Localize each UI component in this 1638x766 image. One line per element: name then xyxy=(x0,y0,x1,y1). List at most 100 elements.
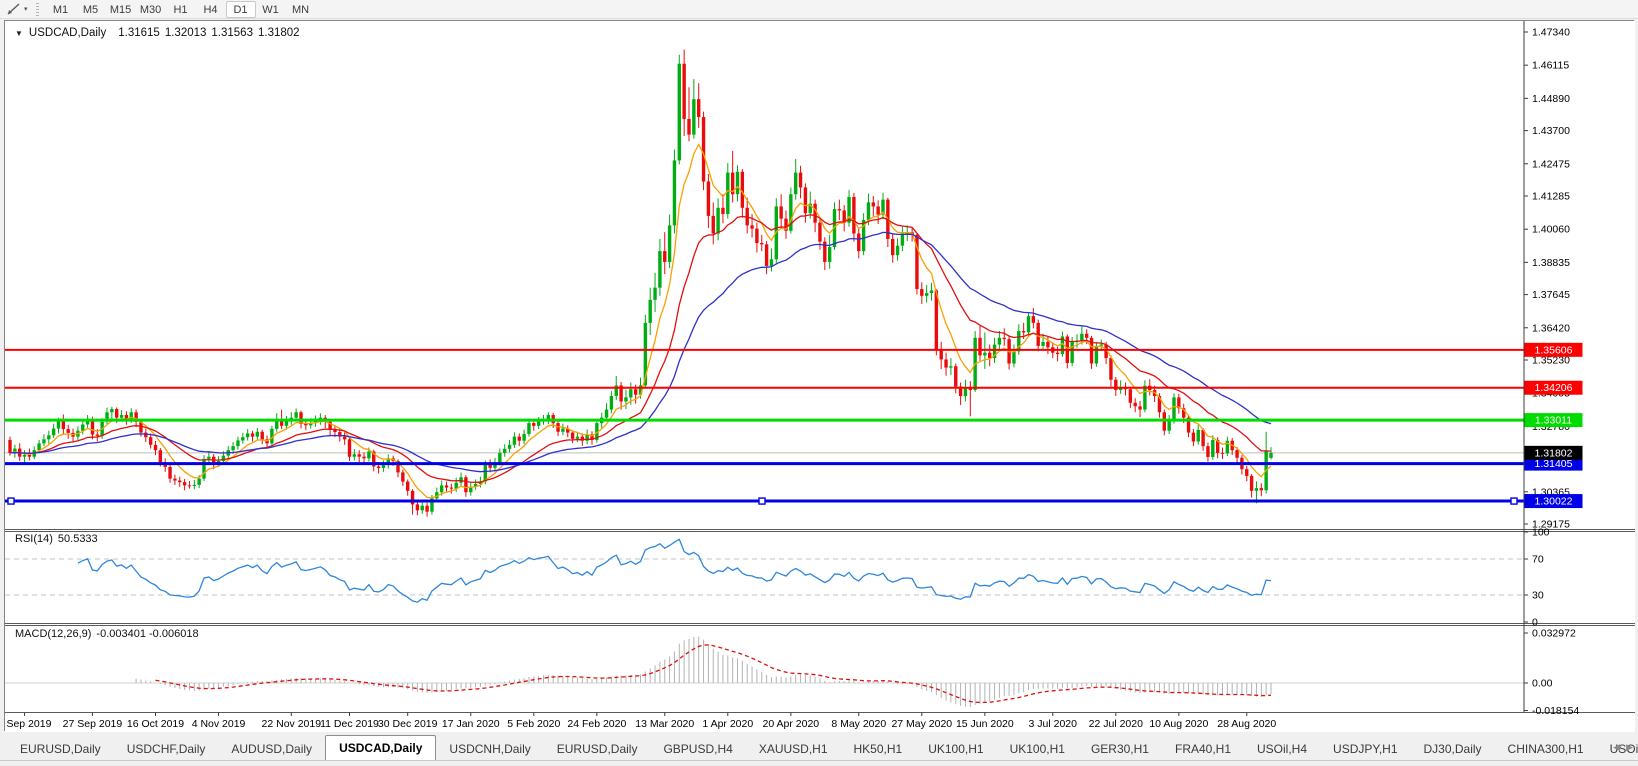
timeframe-button-H1[interactable]: H1 xyxy=(173,3,188,16)
chart-tab-EURUSD-Daily[interactable]: EURUSD,Daily xyxy=(20,742,101,756)
cursor-tool-button[interactable]: ▾ xyxy=(3,1,31,18)
chart-tab-GBPUSD-H4[interactable]: GBPUSD,H4 xyxy=(663,742,733,756)
chart-tab-CHINA300-H1[interactable]: CHINA300,H1 xyxy=(1507,742,1584,756)
svg-text:70: 70 xyxy=(1532,554,1544,566)
timeframe-button-M5[interactable]: M5 xyxy=(82,3,99,16)
svg-text:24 Feb 2020: 24 Feb 2020 xyxy=(567,718,626,730)
svg-text:100: 100 xyxy=(1532,527,1550,539)
rsi-value: 50.5333 xyxy=(57,533,98,545)
chart-tab-UK100-H1[interactable]: UK100,H1 xyxy=(928,742,984,756)
chart-tab-USOil-H1[interactable]: USOil,H1 xyxy=(1609,742,1638,756)
timeframe-buttons: M1 M5 M15 M30 H1 H4 D1 W1 MN xyxy=(46,0,316,18)
quote-close: 1.31802 xyxy=(257,27,300,39)
tabs-scroll-right-button[interactable]: ▶ xyxy=(1626,742,1633,752)
svg-text:22 Jul 2020: 22 Jul 2020 xyxy=(1089,718,1143,730)
timeframe-button-W1[interactable]: W1 xyxy=(262,3,279,16)
svg-text:1.38835: 1.38835 xyxy=(1532,257,1570,269)
svg-text:-0.018154: -0.018154 xyxy=(1532,705,1579,717)
chart-tab-USDCHF-Daily[interactable]: USDCHF,Daily xyxy=(126,742,206,756)
chart-title: ▼ USDCAD,Daily 1.31615 1.32013 1.31563 1.3180… xyxy=(15,27,305,39)
line-handle xyxy=(758,497,766,505)
timeframe-button-M15[interactable]: M15 xyxy=(109,3,132,16)
moving-averages xyxy=(9,143,1272,499)
chart-tab-HK50-H1[interactable]: HK50,H1 xyxy=(853,742,903,756)
svg-text:1.34206: 1.34206 xyxy=(1535,382,1573,394)
svg-text:1.31405: 1.31405 xyxy=(1535,458,1573,470)
quote-open: 1.31615 xyxy=(118,27,160,39)
chart-tab-DJ30-Daily[interactable]: DJ30,Daily xyxy=(1423,742,1482,756)
chart-tab-XAUUSD-H1[interactable]: XAUUSD,H1 xyxy=(758,742,828,756)
chart-tab-USOil-H4[interactable]: USOil,H4 xyxy=(1257,742,1308,756)
svg-text:27 Sep 2019: 27 Sep 2019 xyxy=(63,718,123,730)
date-axis: 9 Sep 2019 27 Sep 2019 16 Oct 2019 4 Nov 20… xyxy=(5,712,1276,730)
svg-text:4 Nov 2019: 4 Nov 2019 xyxy=(192,718,246,730)
chart-tab-USDJPY-H1[interactable]: USDJPY,H1 xyxy=(1333,742,1398,756)
rsi-axis: 100 70 30 0 xyxy=(1524,527,1550,629)
svg-text:20 Apr 2020: 20 Apr 2020 xyxy=(763,718,820,730)
chart-tab-UK100-H1[interactable]: UK100,H1 xyxy=(1009,742,1065,756)
svg-text:0: 0 xyxy=(1532,617,1538,629)
svg-text:1.29175: 1.29175 xyxy=(1532,518,1570,530)
svg-text:0.00: 0.00 xyxy=(1532,678,1553,690)
cursor-tool-icon xyxy=(7,3,20,15)
chart-tabs: EURUSD,Daily USDCHF,Daily AUDUSD,Daily USDC… xyxy=(0,733,1638,760)
timeframe-button-H4[interactable]: H4 xyxy=(203,3,218,16)
macd-pane xyxy=(5,636,1524,708)
svg-text:17 Jan 2020: 17 Jan 2020 xyxy=(442,718,500,730)
chart-tab-AUDUSD-Daily[interactable]: AUDUSD,Daily xyxy=(231,742,313,756)
svg-text:3 Jul 2020: 3 Jul 2020 xyxy=(1029,718,1078,730)
svg-text:22 Nov 2019: 22 Nov 2019 xyxy=(262,718,322,730)
svg-text:1.43700: 1.43700 xyxy=(1532,125,1570,137)
tabs-scroll-left-button[interactable]: ◀ xyxy=(1613,742,1621,752)
macd-axis: 0.032972 0.00 -0.018154 xyxy=(1524,628,1579,717)
svg-text:1.30022: 1.30022 xyxy=(1535,496,1573,508)
svg-text:15 Jun 2020: 15 Jun 2020 xyxy=(956,718,1014,730)
svg-text:10 Aug 2020: 10 Aug 2020 xyxy=(1149,718,1208,730)
chart-tab-USDCAD-Daily[interactable]: USDCAD,Daily xyxy=(325,735,437,760)
svg-text:28 Aug 2020: 28 Aug 2020 xyxy=(1217,718,1276,730)
svg-text:13 Mar 2020: 13 Mar 2020 xyxy=(635,718,694,730)
svg-text:1.40060: 1.40060 xyxy=(1532,224,1570,236)
svg-text:1.31802: 1.31802 xyxy=(1535,447,1573,459)
rsi-name: RSI(14) xyxy=(15,533,53,545)
collapse-icon[interactable]: ▼ xyxy=(15,29,23,38)
line-handle xyxy=(7,497,15,505)
macd-indicator-label: MACD(12,26,9) -0.003401 -0.006018 xyxy=(15,628,204,640)
svg-text:9 Sep 2019: 9 Sep 2019 xyxy=(5,718,52,730)
svg-text:11 Dec 2019: 11 Dec 2019 xyxy=(320,718,379,730)
rsi-indicator-label: RSI(14) 50.5333 xyxy=(15,533,103,545)
chart-tab-USDCNH-Daily[interactable]: USDCNH,Daily xyxy=(449,742,531,756)
quote-low: 1.31563 xyxy=(211,27,253,39)
toolbar-grip[interactable] xyxy=(35,2,39,16)
svg-text:1.41285: 1.41285 xyxy=(1532,190,1570,202)
svg-text:16 Oct 2019: 16 Oct 2019 xyxy=(127,718,184,730)
svg-text:1.47340: 1.47340 xyxy=(1532,27,1570,39)
macd-values: -0.003401 -0.006018 xyxy=(96,628,199,640)
svg-text:8 May 2020: 8 May 2020 xyxy=(831,718,886,730)
timeframe-button-M30[interactable]: M30 xyxy=(139,3,162,16)
svg-text:1.35606: 1.35606 xyxy=(1535,344,1573,356)
chart-tab-FRA40-H1[interactable]: FRA40,H1 xyxy=(1174,742,1232,756)
chart-window: 1.47340 1.46115 1.44890 1.43700 1.42475 1.412… xyxy=(4,20,1635,732)
timeframe-button-MN[interactable]: MN xyxy=(291,3,310,16)
price-levels[interactable] xyxy=(5,348,1524,505)
tabs-divider xyxy=(0,760,1638,761)
chart-tab-GER30-H1[interactable]: GER30,H1 xyxy=(1090,742,1149,756)
svg-text:1.46115: 1.46115 xyxy=(1532,60,1569,72)
svg-text:1.33011: 1.33011 xyxy=(1535,415,1572,427)
svg-text:1.44890: 1.44890 xyxy=(1532,93,1570,105)
svg-text:1.35230: 1.35230 xyxy=(1532,354,1570,366)
chart-tab-EURUSD-Daily[interactable]: EURUSD,Daily xyxy=(556,742,638,756)
timeframe-button-D1[interactable]: D1 xyxy=(225,0,256,18)
tabs-scroll-arrows: ◀ ▶ xyxy=(1613,742,1633,753)
rsi-pane xyxy=(5,538,1524,603)
timeframe-button-M1[interactable]: M1 xyxy=(52,3,69,16)
svg-text:30 Dec 2019: 30 Dec 2019 xyxy=(378,718,438,730)
quote-high: 1.32013 xyxy=(164,27,207,39)
chart-canvas[interactable]: 1.47340 1.46115 1.44890 1.43700 1.42475 1.412… xyxy=(5,21,1635,732)
svg-text:30: 30 xyxy=(1532,590,1544,602)
svg-text:27 May 2020: 27 May 2020 xyxy=(891,718,952,730)
svg-text:1 Apr 2020: 1 Apr 2020 xyxy=(702,718,753,730)
svg-text:0.032972: 0.032972 xyxy=(1532,628,1576,640)
